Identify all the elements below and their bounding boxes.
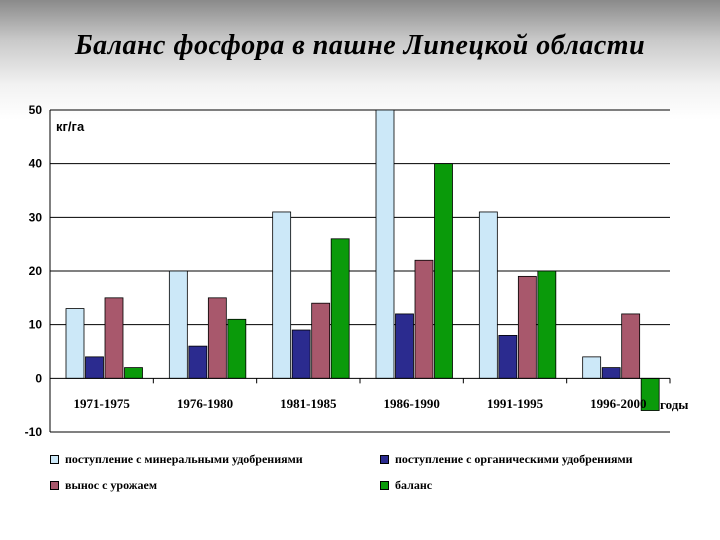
bar <box>124 367 143 379</box>
legend-label: баланс <box>395 478 433 492</box>
x-tick-label: 1986-1990 <box>383 396 439 411</box>
legend-swatch <box>380 481 389 490</box>
bar <box>207 297 227 379</box>
bar <box>621 313 641 379</box>
bar <box>291 329 311 379</box>
bar <box>601 367 621 379</box>
bar <box>330 238 350 379</box>
y-tick-label: -10 <box>25 425 43 439</box>
bar <box>537 270 557 379</box>
legend-swatch <box>380 455 389 464</box>
y-tick-label: 50 <box>29 103 43 117</box>
x-tick-label: 1991-1995 <box>487 396 544 411</box>
bar <box>65 308 85 379</box>
y-tick-label: 10 <box>29 318 43 332</box>
bar <box>311 302 331 379</box>
bar <box>85 356 104 379</box>
bar <box>434 163 453 379</box>
bars <box>65 109 660 411</box>
legend-swatch <box>50 481 59 490</box>
x-tick-label: 1981-1985 <box>280 396 337 411</box>
chart-title: Баланс фосфора в пашне Липецкой области <box>74 30 646 61</box>
y-tick-label: 0 <box>35 371 42 385</box>
x-axis-label: годы <box>660 397 688 412</box>
axes <box>49 110 671 432</box>
x-tick-label: 1971-1975 <box>73 396 130 411</box>
bar <box>478 211 498 379</box>
bar <box>188 345 208 379</box>
y-tick-label: 20 <box>29 264 43 278</box>
legend-item: баланс <box>380 478 432 493</box>
x-tick-label: 1996-2000 <box>590 396 646 411</box>
bar <box>375 109 395 379</box>
x-tick-label: 1976-1980 <box>177 396 233 411</box>
legend-label: поступление с органическими удобрениями <box>395 452 633 466</box>
bar <box>104 297 124 379</box>
bar <box>517 275 537 379</box>
bar <box>498 334 518 379</box>
legend-label: вынос с урожаем <box>65 478 157 492</box>
bar <box>582 356 602 379</box>
legend-item: поступление с минеральными удобрениями <box>50 452 303 467</box>
y-tick-label: 40 <box>29 157 43 171</box>
y-axis-label: кг/га <box>56 119 85 134</box>
legend-swatch <box>50 455 59 464</box>
grid-lines <box>50 109 670 433</box>
bar <box>272 211 292 379</box>
y-tick-label: 30 <box>29 210 43 224</box>
legend-item: поступление с органическими удобрениями <box>380 452 633 467</box>
legend-item: вынос с урожаем <box>50 478 157 493</box>
labels: 50 40 30 20 10 0 -10 1971-1975 1976-1980 1981-198… <box>25 103 689 439</box>
bar <box>395 313 414 379</box>
bar <box>227 318 247 379</box>
bar <box>168 270 188 379</box>
bar <box>414 259 434 379</box>
legend-label: поступление с минеральными удобрениями <box>65 452 303 466</box>
